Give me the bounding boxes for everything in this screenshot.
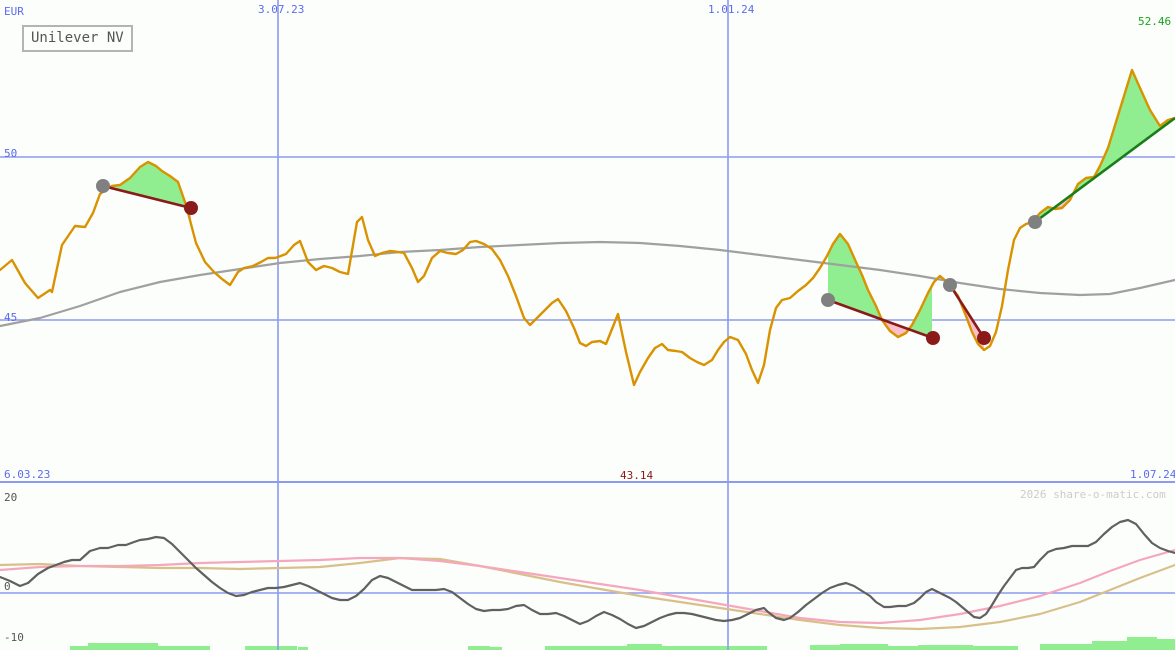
histogram-bar	[973, 646, 1018, 650]
currency-label: EUR	[4, 5, 24, 18]
trade-line-3[interactable]	[948, 284, 986, 339]
trade-region-2[interactable]	[828, 234, 932, 338]
histogram-bar	[707, 646, 767, 650]
trade-exit-dot-3[interactable]	[977, 331, 991, 345]
histogram-bar	[627, 644, 662, 650]
trade-region-1[interactable]	[103, 162, 191, 225]
histogram-bar	[468, 646, 490, 650]
histogram-bar	[158, 646, 210, 650]
trade-entry-dot-1[interactable]	[96, 179, 110, 193]
trade-profit-area	[828, 234, 880, 319]
trade-profit-area	[1075, 72, 1173, 193]
date-label-bottom-2: 1.07.24	[1130, 468, 1175, 481]
trade-loss-area	[882, 319, 908, 337]
moving-average-line	[0, 240, 1175, 328]
histogram-bar	[918, 645, 973, 650]
watermark: 2026 share-o-matic.com	[1020, 488, 1166, 501]
trade-line-1[interactable]	[102, 184, 192, 210]
price-tick-45: 45	[4, 311, 18, 324]
price-line	[0, 68, 1175, 387]
histogram-bar	[662, 646, 707, 650]
histogram-bar	[88, 643, 158, 650]
trade-entry-dot-3[interactable]	[943, 278, 957, 292]
trade-profit-area	[111, 162, 185, 207]
histogram-bar	[298, 647, 308, 650]
trade-region-4[interactable]	[1035, 72, 1173, 222]
indicator-tick-0: 0	[4, 580, 11, 593]
trade-line-4[interactable]	[1034, 116, 1175, 224]
indicator-tick-neg10: -10	[4, 631, 24, 644]
histogram-bar	[490, 647, 502, 650]
trade-exit-dot-1[interactable]	[184, 201, 198, 215]
trade-line-2[interactable]	[827, 298, 934, 340]
histogram-bar	[810, 645, 840, 650]
indicator-baseline-line	[0, 556, 1175, 631]
date-label-top-2: 1.01.24	[708, 3, 755, 16]
indicator-tick-20: 20	[4, 491, 18, 504]
histogram-bar	[1092, 641, 1127, 650]
date-label-top-1: 3.07.23	[258, 3, 305, 16]
price-tick-50: 50	[4, 147, 18, 160]
histogram-bar	[70, 646, 88, 650]
trade-exit-dot-2[interactable]	[926, 331, 940, 345]
date-label-bottom-1: 6.03.23	[4, 468, 51, 481]
histogram-bar	[1040, 644, 1092, 650]
indicator-indicator-line	[0, 518, 1175, 630]
histogram-bar	[1157, 639, 1175, 650]
last-price-label: 52.46	[1138, 15, 1172, 28]
histogram-bar	[545, 646, 575, 650]
histogram-bar	[840, 644, 888, 650]
histogram-bar	[888, 646, 918, 650]
trade-entry-dot-2[interactable]	[821, 293, 835, 307]
indicator-signal-line	[0, 548, 1175, 625]
histogram-bar	[245, 646, 297, 650]
histogram-bar	[575, 646, 627, 650]
histogram-bar	[1127, 637, 1157, 650]
trade-entry-dot-4[interactable]	[1028, 215, 1042, 229]
instrument-title: Unilever NV	[22, 25, 133, 52]
low-price-label: 43.14	[620, 469, 654, 482]
